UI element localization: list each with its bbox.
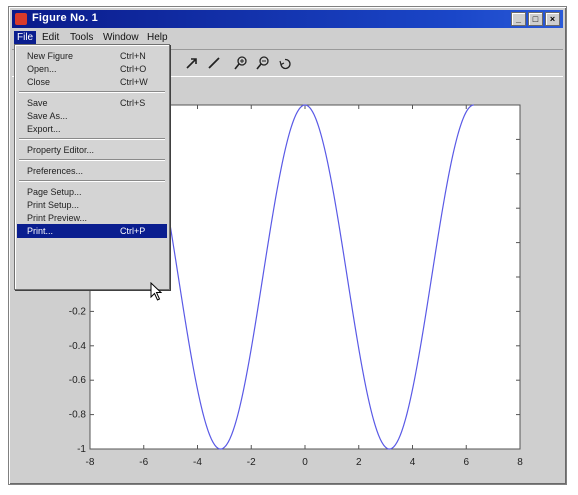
menu-item-label: Preferences...	[27, 166, 84, 176]
y-tick-label: -0.4	[69, 341, 87, 352]
y-tick-label: -0.6	[69, 375, 87, 386]
x-tick-label: -4	[193, 457, 202, 468]
y-tick-label: -1	[77, 444, 86, 455]
menu-item-print[interactable]: Print... Ctrl+P	[17, 224, 167, 238]
menu-item-open[interactable]: Open... Ctrl+O	[17, 62, 167, 76]
file-menu-dropdown: New Figure Ctrl+N Open... Ctrl+O Close Ctrl+W…	[14, 44, 170, 290]
menu-bar: File Edit Tools Window Help	[12, 30, 563, 46]
figure-toolbar	[12, 49, 563, 77]
menu-item-shortcut: Ctrl+W	[120, 77, 148, 87]
menu-separator	[19, 91, 165, 93]
menu-item-label: Save	[27, 98, 48, 108]
menu-help[interactable]: Help	[147, 32, 168, 43]
menu-separator	[19, 180, 165, 182]
y-tick-label: -0.2	[69, 306, 87, 317]
menu-item-label: Print Setup...	[27, 200, 80, 210]
x-tick-label: 6	[463, 457, 469, 468]
menu-item-label: Close	[27, 77, 51, 87]
menu-item-property-editor[interactable]: Property Editor...	[17, 143, 167, 157]
menu-tools[interactable]: Tools	[70, 32, 94, 43]
menu-item-preferences[interactable]: Preferences...	[17, 164, 167, 178]
menu-item-new-figure[interactable]: New Figure Ctrl+N	[17, 49, 167, 63]
arrow-icon[interactable]	[184, 55, 200, 71]
x-tick-label: -8	[86, 457, 95, 468]
zoom-out-icon[interactable]	[255, 55, 271, 71]
x-tick-label: -2	[247, 457, 256, 468]
title-bar[interactable]: Figure No. 1 _ □ ×	[12, 10, 563, 28]
menu-edit[interactable]: Edit	[42, 32, 60, 43]
menu-item-label: Export...	[27, 124, 61, 134]
menu-item-label: Print Preview...	[27, 213, 88, 223]
menu-item-label: Property Editor...	[27, 145, 95, 155]
menu-item-print-setup[interactable]: Print Setup...	[17, 198, 167, 212]
menu-item-label: New Figure	[27, 51, 74, 61]
menu-item-shortcut: Ctrl+O	[120, 64, 147, 74]
menu-item-shortcut: Ctrl+P	[120, 226, 146, 236]
minimize-button[interactable]: _	[511, 12, 526, 26]
menu-item-shortcut: Ctrl+S	[120, 98, 146, 108]
menu-item-close[interactable]: Close Ctrl+W	[17, 75, 167, 89]
menu-file[interactable]: File	[14, 31, 37, 45]
close-button[interactable]: ×	[545, 12, 560, 26]
x-tick-label: 4	[410, 457, 416, 468]
menu-item-print-preview[interactable]: Print Preview...	[17, 211, 167, 225]
menu-separator	[19, 159, 165, 161]
menu-window[interactable]: Window	[103, 32, 139, 43]
menu-item-label: Save As...	[27, 111, 68, 121]
x-tick-label: 8	[517, 457, 523, 468]
matlab-icon	[15, 13, 27, 25]
x-tick-label: 2	[356, 457, 362, 468]
menu-item-page-setup[interactable]: Page Setup...	[17, 185, 167, 199]
x-tick-label: -6	[139, 457, 148, 468]
window-title: Figure No. 1	[32, 12, 98, 24]
x-tick-label: 0	[302, 457, 308, 468]
zoom-in-icon[interactable]	[233, 55, 249, 71]
menu-item-save[interactable]: Save Ctrl+S	[17, 96, 167, 110]
y-tick-label: -0.8	[69, 410, 87, 421]
x-axis-ticks: -8 -6 -4 -2 0 2 4 6 8	[86, 105, 523, 468]
rotate-icon[interactable]	[277, 55, 293, 71]
menu-item-shortcut: Ctrl+N	[120, 51, 146, 61]
menu-item-export[interactable]: Export...	[17, 122, 167, 136]
cosine-curve	[136, 104, 474, 450]
line-icon[interactable]	[206, 55, 222, 71]
menu-separator	[19, 138, 165, 140]
maximize-button[interactable]: □	[528, 12, 543, 26]
menu-item-label: Page Setup...	[27, 187, 82, 197]
menu-item-label: Print...	[27, 226, 54, 236]
menu-item-save-as[interactable]: Save As...	[17, 109, 167, 123]
menu-item-label: Open...	[27, 64, 57, 74]
mouse-pointer-icon	[150, 282, 163, 301]
